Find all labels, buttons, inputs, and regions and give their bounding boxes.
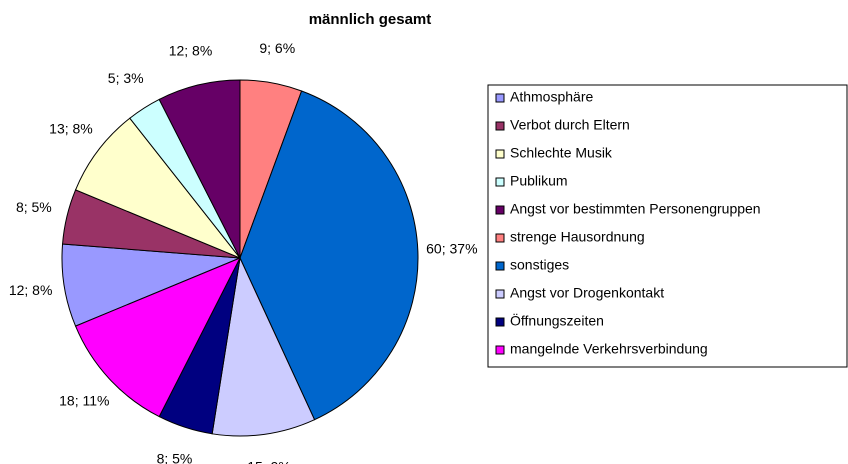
pie-slice xyxy=(74,117,242,260)
data-label: 15; 9% xyxy=(247,459,291,464)
legend-label: Athmosphäre xyxy=(510,89,593,105)
legend-swatch xyxy=(495,205,505,215)
legend-swatch xyxy=(495,233,505,243)
legend-swatch xyxy=(495,121,505,131)
chart-title: männlich gesamt xyxy=(309,11,432,28)
legend-label: Öffnungszeiten xyxy=(510,312,604,329)
legend-swatch xyxy=(495,177,505,187)
legend-box xyxy=(487,84,848,368)
data-label: 8; 5% xyxy=(16,199,52,215)
pie-slice xyxy=(74,257,242,418)
data-label: 12; 8% xyxy=(9,282,53,298)
pie-slice xyxy=(239,90,419,421)
legend-swatch xyxy=(495,93,505,103)
data-label: 12; 8% xyxy=(169,43,213,59)
legend-label: strenge Hausordnung xyxy=(510,229,645,245)
legend-swatch xyxy=(495,345,505,355)
data-label: 18; 11% xyxy=(59,393,109,409)
legend-label: Publikum xyxy=(510,173,568,189)
legend-label: Angst vor Drogenkontakt xyxy=(510,285,664,301)
legend-swatch xyxy=(495,261,505,271)
legend-label: sonstiges xyxy=(510,257,569,273)
data-label: 5; 3% xyxy=(108,70,144,86)
legend-label: Verbot durch Eltern xyxy=(510,117,630,133)
pie-slice xyxy=(211,256,316,437)
legend-label: Schlechte Musik xyxy=(510,145,613,161)
legend-swatch xyxy=(495,289,505,299)
data-label: 13; 8% xyxy=(49,121,93,137)
data-label: 8; 5% xyxy=(157,450,193,464)
data-label: 60; 37% xyxy=(426,240,477,256)
legend-swatch xyxy=(495,149,505,159)
legend-label: Angst vor bestimmten Personengruppen xyxy=(510,201,761,217)
legend-swatch xyxy=(495,317,505,327)
legend-label: mangelnde Verkehrsverbindung xyxy=(510,341,708,357)
data-label: 9; 6% xyxy=(259,40,295,56)
